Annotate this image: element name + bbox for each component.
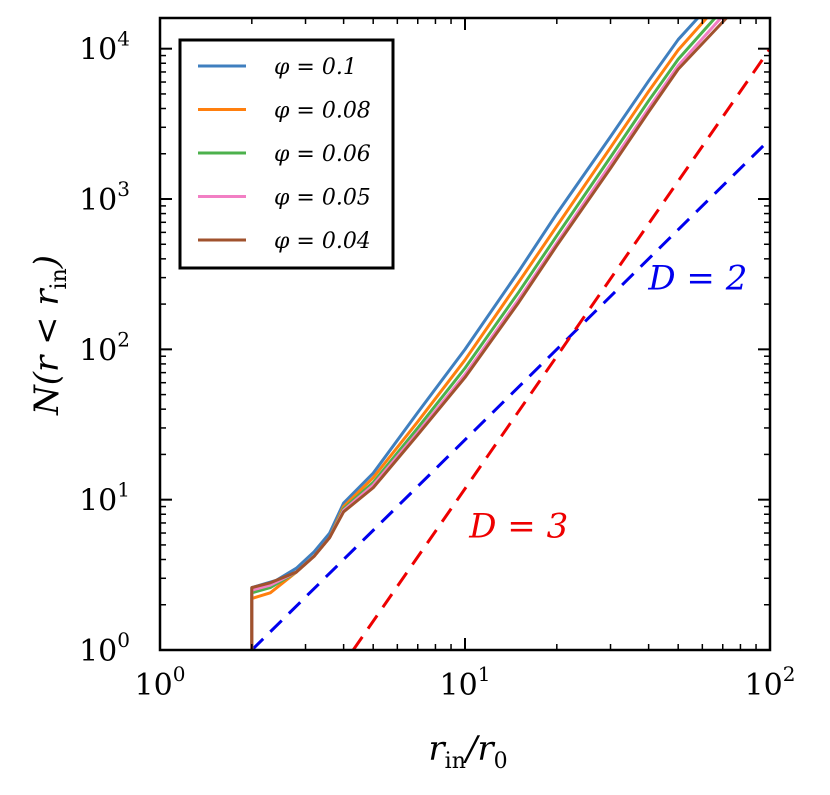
y-axis-label: N(r < rin) <box>27 255 72 416</box>
annotation-label: D = 3 <box>468 507 568 547</box>
series-group <box>250 18 770 650</box>
x-axis-label: rin/r0 <box>428 729 507 774</box>
x-tick-label: 102 <box>745 662 796 703</box>
reference-line <box>250 138 770 650</box>
annotation-label: D = 2 <box>647 259 747 299</box>
legend-box <box>178 38 395 270</box>
legend-label: φ = 0.08 <box>274 99 371 124</box>
legend-label: φ = 0.1 <box>274 55 357 80</box>
x-tick-label: 101 <box>440 662 491 703</box>
x-tick-label: 100 <box>135 662 186 703</box>
y-tick-label: 100 <box>79 628 130 669</box>
y-tick-label: 103 <box>79 177 130 218</box>
annotations-group: D = 2 D = 3 <box>468 259 747 547</box>
y-tick-label: 104 <box>79 27 130 68</box>
legend-label: φ = 0.04 <box>274 229 371 254</box>
y-tick-label: 101 <box>79 478 130 519</box>
series-line <box>250 18 699 650</box>
y-tick-label: 102 <box>79 327 130 368</box>
series-line <box>250 18 708 650</box>
reference-line <box>351 47 770 650</box>
ticks-group: 100 101 102 100 101 102 103 104 <box>79 18 795 703</box>
series-line <box>250 18 728 650</box>
legend: φ = 0.1 φ = 0.08 φ = 0.06 φ = 0.05 φ = 0.04 <box>178 38 395 270</box>
legend-label: φ = 0.06 <box>274 142 371 167</box>
legend-label: φ = 0.05 <box>274 186 371 211</box>
